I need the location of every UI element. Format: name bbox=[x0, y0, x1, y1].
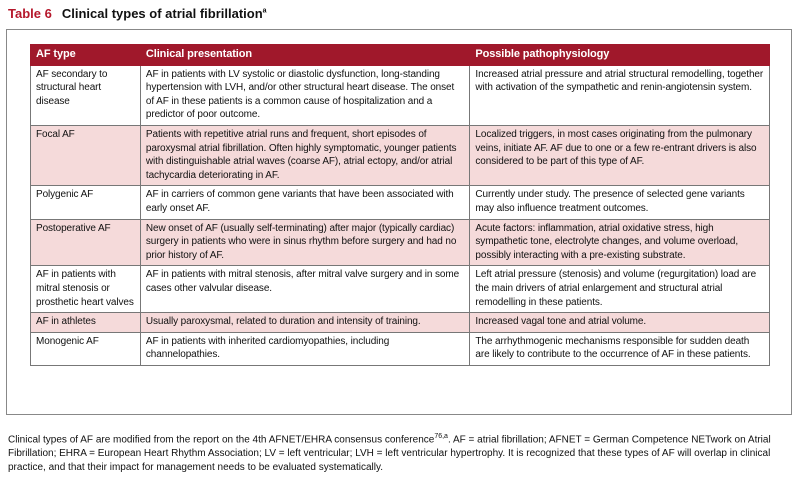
table-frame bbox=[6, 29, 792, 415]
table-row: AF secondary to structural heart disease… bbox=[30, 64, 770, 126]
table-cell: AF in patients with mitral stenosis, aft… bbox=[139, 265, 471, 314]
table-cell: Localized triggers, in most cases origin… bbox=[469, 124, 770, 187]
table-title: Table 6 Clinical types of atrial fibrilla… bbox=[8, 6, 267, 21]
footnote-text: . AF = atrial fibrillation; AFNET = Germ… bbox=[8, 434, 771, 474]
table-cell: New onset of AF (usually self-terminatin… bbox=[139, 218, 471, 267]
table-cell: Usually paroxysmal, related to duration … bbox=[139, 312, 471, 333]
table-row: Postoperative AF New onset of AF (usually… bbox=[30, 218, 770, 267]
table-cell: Focal AF bbox=[30, 124, 141, 187]
table-cell: Postoperative AF bbox=[30, 218, 141, 267]
table-label: Table 6 bbox=[8, 6, 52, 21]
table-row: Focal AF Patients with repetitive atrial … bbox=[30, 124, 770, 187]
footnote-ref: 76,a bbox=[434, 433, 448, 440]
table-cell: AF secondary to structural heart disease bbox=[30, 64, 141, 126]
header-cell: AF type bbox=[30, 44, 141, 66]
table-cell: AF in patients with inherited cardiomyop… bbox=[139, 331, 471, 366]
table-row: Polygenic AF AF in carriers of common gen… bbox=[30, 185, 770, 220]
header-cell: Possible pathophysiology bbox=[469, 44, 770, 66]
title-sup: a bbox=[262, 7, 267, 15]
table-cell: AF in patients with LV systolic or diast… bbox=[139, 64, 471, 126]
title-text: Clinical types of atrial fibrillation bbox=[61, 6, 263, 21]
table-cell: Polygenic AF bbox=[30, 185, 141, 220]
table-cell: AF in patients with mitral stenosis or p… bbox=[30, 265, 141, 314]
table-cell: Patients with repetitive atrial runs and… bbox=[139, 124, 471, 187]
table-row: Monogenic AF AF in patients with inherite… bbox=[30, 331, 770, 366]
header-cell: Clinical presentation bbox=[139, 44, 471, 66]
table-row: AF in athletes Usually paroxysmal, relate… bbox=[30, 312, 770, 333]
table-cell: Acute factors: inflammation, atrial oxid… bbox=[469, 218, 770, 267]
table-cell: Monogenic AF bbox=[30, 331, 141, 366]
table-row: AF in patients with mitral stenosis or p… bbox=[30, 265, 770, 314]
table: AF type Clinical presentation Possible pat… bbox=[30, 44, 770, 366]
table-cell: Left atrial pressure (stenosis) and volu… bbox=[469, 265, 770, 314]
table-cell: AF in athletes bbox=[30, 312, 141, 333]
footnote: Clinical types of AF are modified from t… bbox=[8, 430, 794, 475]
footnote-text: Clinical types of AF are modified from t… bbox=[8, 434, 435, 446]
table-cell: Currently under study. The presence of s… bbox=[469, 185, 770, 220]
table-cell: The arrhythmogenic mechanisms responsibl… bbox=[469, 331, 770, 366]
table-cell: AF in carriers of common gene variants t… bbox=[139, 185, 471, 220]
table-cell: Increased atrial pressure and atrial str… bbox=[469, 64, 770, 126]
table-cell: Increased vagal tone and atrial volume. bbox=[469, 312, 770, 333]
header-row: AF type Clinical presentation Possible pat… bbox=[30, 44, 770, 66]
